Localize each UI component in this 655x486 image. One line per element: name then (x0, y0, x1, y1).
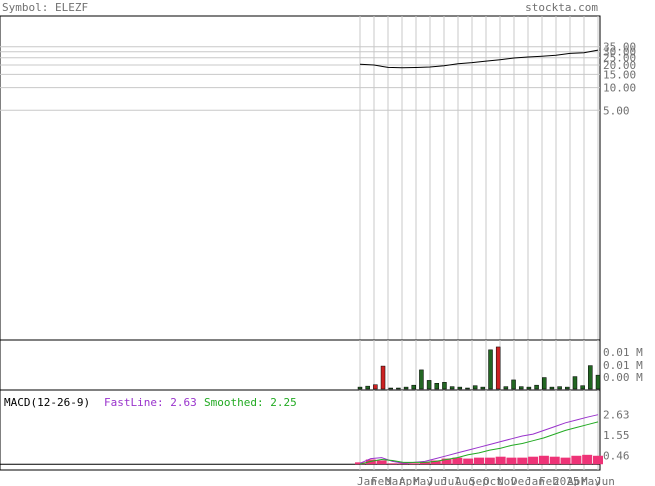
volume-bar (365, 385, 370, 390)
volume-bar (511, 379, 516, 390)
volume-panel: 0.01 M0.01 M0.00 M (0, 339, 643, 391)
volume-bar (373, 384, 378, 390)
macd-fast-label: FastLine: 2.63 (104, 396, 197, 409)
x-axis: JanFebMarAprMayJunJulAugSepOctNovDecJanF… (357, 475, 615, 486)
volume-bar (380, 365, 386, 390)
volume-bar (557, 386, 562, 390)
volume-bar (534, 384, 539, 390)
macd-fast-line (359, 414, 599, 464)
x-tick-label: Feb (539, 475, 559, 486)
macd-histogram-bar (571, 455, 582, 465)
volume-bar (526, 386, 532, 390)
volume-frame (0, 339, 601, 391)
macd-smoothed-label: Smoothed: 2.25 (204, 396, 297, 409)
x-tick-label: Jan (357, 475, 377, 486)
volume-bar (572, 376, 578, 390)
x-tick-label: Mar (385, 475, 405, 486)
volume-bar (465, 387, 470, 390)
volume-bar (442, 382, 447, 390)
macd-tick-label: 0.46 (603, 450, 630, 463)
macd-histogram-bar (452, 457, 463, 465)
x-tick-label: Jul (441, 475, 461, 486)
macd-smoothed-line (359, 421, 599, 465)
macd-histogram-bar (506, 457, 517, 465)
macd-histogram-bar (409, 463, 420, 465)
volume-bar (480, 386, 486, 390)
volume-bar (549, 386, 555, 390)
macd-histogram-bar (474, 457, 484, 465)
price-line (359, 49, 599, 69)
macd-histogram-bar (538, 455, 549, 465)
x-tick-label: Feb (371, 475, 391, 486)
x-tick-label: Jan (525, 475, 545, 486)
price-tick-label: 30.00 (603, 46, 636, 59)
macd-tick-label: 1.55 (603, 429, 630, 442)
macd-panel: MACD(12-26-9) FastLine: 2.63 Smoothed: 2… (0, 389, 630, 471)
volume-bar (426, 380, 432, 390)
macd-histogram-bar (430, 460, 441, 465)
volume-bar (472, 385, 478, 390)
volume-bar (403, 386, 409, 390)
price-tick-label: 10.00 (603, 82, 636, 95)
volume-tick-label: 0.00 M (603, 371, 643, 384)
volume-bar (580, 385, 585, 390)
site-label: stockta.com (525, 1, 598, 14)
macd-histogram-bar (376, 460, 387, 465)
macd-histogram-bar (517, 457, 528, 465)
volume-tick-label: 0.01 M (603, 359, 643, 372)
macd-histogram-bar (484, 457, 495, 465)
macd-histogram-bar (593, 455, 603, 465)
macd-tick-label: 2.63 (603, 409, 630, 422)
volume-bar (411, 384, 416, 390)
x-tick-label: Jun (595, 475, 615, 486)
symbol-label: Symbol: ELEZF (2, 1, 88, 14)
macd-histogram-bar (549, 456, 560, 465)
x-tick-label: Sep (469, 475, 489, 486)
macd-title: MACD(12-26-9) (4, 396, 90, 409)
volume-bar (542, 377, 547, 390)
x-tick-label: Nov (497, 475, 517, 486)
macd-histogram-bar (560, 457, 571, 465)
volume-bar (588, 365, 593, 390)
x-tick-label: Apr (399, 475, 419, 486)
volume-bar (565, 386, 570, 390)
x-tick-label: Apr (567, 475, 587, 486)
macd-histogram-bar (495, 456, 506, 465)
price-tick-label: 20.00 (603, 59, 636, 72)
volume-bar (396, 387, 401, 390)
volume-bar (357, 386, 363, 390)
volume-bar (434, 383, 440, 390)
x-tick-label: May (413, 475, 433, 486)
macd-histogram-bar (387, 463, 398, 465)
price-tick-label: 35.00 (603, 41, 636, 54)
x-tick-label: Jun (427, 475, 447, 486)
volume-bar (503, 386, 509, 390)
volume-bar (488, 349, 493, 390)
x-tick-label: Dec (511, 475, 531, 486)
volume-bar (449, 386, 455, 390)
x-tick-label: Aug (455, 475, 475, 486)
x-tick-label: Oct (483, 475, 503, 486)
volume-bar (419, 369, 424, 390)
volume-bar (495, 346, 501, 390)
price-tick-label: 15.00 (603, 68, 636, 81)
x-tick-label: May (581, 475, 601, 486)
volume-bar (388, 387, 393, 390)
macd-histogram-bar (419, 462, 430, 465)
volume-bar (518, 386, 524, 390)
volume-tick-label: 0.01 M (603, 346, 643, 359)
volume-bar (457, 386, 463, 390)
macd-histogram-bar (441, 458, 452, 465)
volume-bar (595, 374, 601, 390)
x-tick-label: 2025 (553, 475, 580, 486)
price-tick-label: 25.00 (603, 52, 636, 65)
macd-frame (0, 389, 601, 471)
price-tick-label: 5.00 (603, 104, 630, 117)
macd-histogram-bar (582, 454, 593, 465)
macd-histogram-bar (528, 456, 539, 465)
macd-histogram-bar (463, 458, 474, 465)
